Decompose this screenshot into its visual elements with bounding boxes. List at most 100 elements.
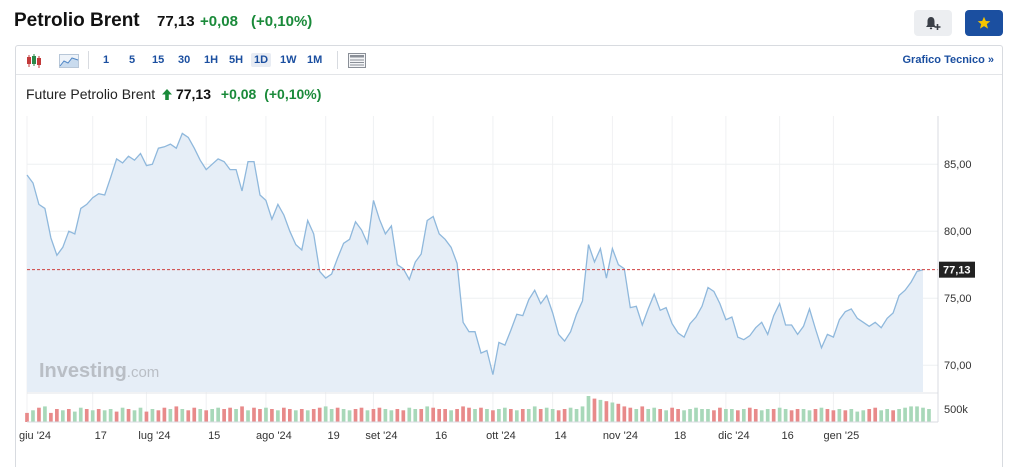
volume-bar [425,406,430,422]
volume-bar [706,409,710,422]
volume-bar [443,409,447,422]
volume-bar [311,409,316,422]
volume-bar [228,407,232,422]
table-view-icon[interactable] [347,52,367,69]
timeframe-1mo[interactable]: 1M [307,54,323,66]
volume-bar [96,409,101,422]
volume-bar [544,407,549,422]
volume-bar [61,410,65,422]
timeframe-1w[interactable]: 1W [280,54,297,66]
volume-bar [192,407,197,422]
x-tick-label: ott '24 [486,430,516,442]
volume-bar [903,407,907,422]
volume-bar [186,410,191,422]
instrument-price: 77,13 [157,13,195,30]
volume-bar [670,407,674,422]
timeframe-15m[interactable]: 15 [152,54,165,66]
technical-chart-link[interactable]: Grafico Tecnico » [902,54,995,66]
toolbar-divider [337,51,338,69]
volume-bar [395,409,400,422]
candlestick-icon[interactable] [24,52,44,69]
volume-bar [520,409,525,422]
instrument-header: Petrolio Brent 77,13 +0,08 (+0,10%) [0,0,1024,44]
volume-bar [640,406,645,422]
volume-bar [825,409,830,422]
volume-bar [156,410,161,422]
chart-change: +0,08 [220,86,257,102]
x-tick-label: set '24 [365,430,397,442]
volume-bar [114,411,119,422]
volume-bar [837,409,842,422]
instrument-change-pct: (+0,10%) [251,13,313,30]
investing-watermark: Investing.com [39,360,159,382]
volume-bar [807,410,812,422]
volume-bar [407,407,412,422]
area-chart-icon[interactable] [58,52,80,69]
instrument-change: +0,08 [200,13,238,30]
volume-bar [168,409,173,422]
volume-bar [634,409,639,422]
volume-bar [126,409,131,422]
volume-bar [921,407,925,422]
volume-bar [658,409,663,422]
x-tick-label: giu '24 [19,430,51,442]
volume-bar [305,410,310,422]
x-tick-label: 16 [435,430,447,442]
volume-bar [849,409,854,422]
volume-bar [276,410,280,422]
timeframe-30m[interactable]: 30 [178,54,191,66]
volume-bar [150,409,155,422]
volume-bar [108,409,113,422]
y-tick-label: 75,00 [944,293,972,305]
volume-bar [789,410,794,422]
arrow-up-icon [162,89,173,100]
volume-bar [264,407,268,422]
volume-bar [915,406,919,422]
volume-bar [586,396,591,422]
timeframe-1d[interactable]: 1D [251,53,272,67]
add-to-watchlist-button[interactable] [965,10,1003,36]
volume-bar [84,409,89,422]
price-area [27,133,923,392]
volume-bar [550,409,555,422]
volume-bar [389,410,394,422]
x-tick-label: lug '24 [138,430,170,442]
volume-bar [813,409,818,422]
volume-bar [377,407,382,422]
volume-bar [676,409,680,422]
volume-bar [514,410,519,422]
y-tick-label: 70,00 [944,360,972,372]
volume-bar [771,409,776,422]
chart-instrument-name: Future Petrolio Brent [26,86,156,102]
volume-bar [222,409,226,422]
volume-bar [347,410,352,422]
volume-bar [78,407,83,422]
volume-bar [682,410,686,422]
volume-bar [72,411,77,422]
volume-bar [341,409,346,422]
x-tick-label: ago '24 [256,430,292,442]
volume-bar [455,409,459,422]
timeframe-5m[interactable]: 5 [129,54,136,66]
x-tick-label: 19 [328,430,340,442]
price-chart[interactable]: 85,00 80,00 75,00 70,00 500k 77,13 giu '24 17 lu… [16,46,1002,466]
volume-bar [25,412,29,422]
volume-bar [138,407,143,422]
volume-bar [730,409,734,422]
volume-bar [43,406,47,422]
volume-bar [885,409,889,422]
price-line [26,132,924,375]
chart-price: 77,13 [175,86,211,102]
add-alert-button[interactable] [914,10,952,36]
timeframe-1m[interactable]: 1 [103,54,110,66]
timeframe-1h[interactable]: 1H [204,54,219,66]
x-tick-label: 17 [95,430,107,442]
volume-bar [622,406,627,422]
volume-bar [485,409,489,422]
volume-bar [747,407,752,422]
volume-bar [777,407,782,422]
volume-bar [359,407,364,422]
timeframe-5h[interactable]: 5H [229,54,244,66]
volume-bar [592,398,597,422]
x-tick-label: nov '24 [603,430,638,442]
